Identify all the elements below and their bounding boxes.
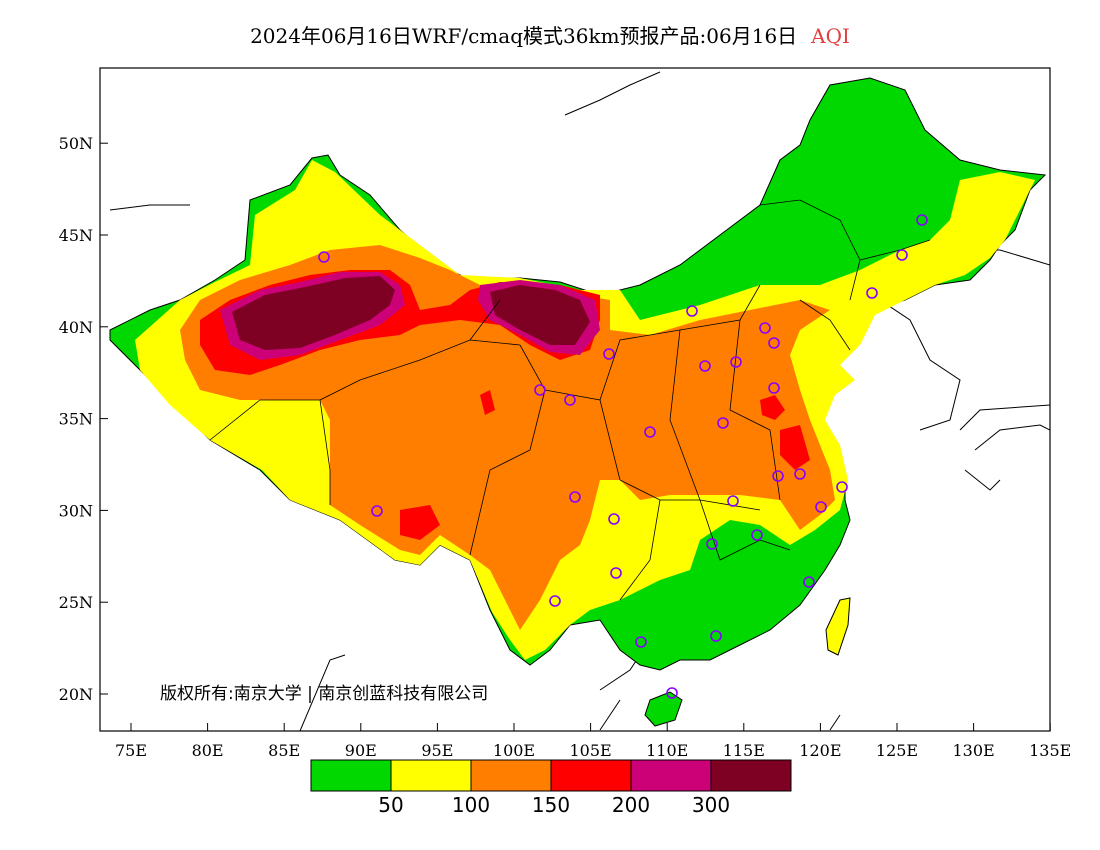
legend-label: 150 <box>532 793 570 817</box>
province-boundaries <box>209 199 931 601</box>
lon-tick-label: 120E <box>799 741 841 760</box>
lat-tick-label: 45N <box>59 226 93 245</box>
copyright-text: 版权所有:南京大学 | 南京创蓝科技有限公司 <box>160 684 489 704</box>
title-main: 2024年06月16日WRF/cmaq模式36km预报产品:06月16日 <box>250 24 798 48</box>
station-marker <box>759 322 771 334</box>
map-content <box>109 71 1050 731</box>
station-marker <box>318 251 330 263</box>
lat-tick-label: 25N <box>59 593 93 612</box>
legend-label: 100 <box>452 793 490 817</box>
taiwan <box>825 597 851 656</box>
station-marker <box>608 513 620 525</box>
station-marker <box>896 249 908 261</box>
lon-tick-label: 80E <box>192 741 224 760</box>
station-marker <box>866 287 878 299</box>
lon-tick-label: 135E <box>1029 741 1071 760</box>
map-title: 2024年06月16日WRF/cmaq模式36km预报产品:06月16日 AQI <box>0 20 1100 49</box>
legend-label: 300 <box>692 793 730 817</box>
lat-tick-label: 35N <box>59 410 93 429</box>
aqi-legend: 50 100 150 200 300 <box>310 759 792 817</box>
lon-tick-label: 100E <box>493 741 535 760</box>
legend-swatch <box>470 759 552 792</box>
station-marker <box>717 417 729 429</box>
station-marker <box>549 595 561 607</box>
station-marker <box>564 394 576 406</box>
station-marker <box>836 481 848 493</box>
map-frame <box>99 67 1051 732</box>
station-marker <box>635 636 647 648</box>
lon-tick-label: 110E <box>646 741 688 760</box>
legend-swatch <box>310 759 392 792</box>
station-marker <box>772 470 784 482</box>
station-marker <box>730 356 742 368</box>
station-marker <box>803 576 815 588</box>
station-marker <box>644 426 656 438</box>
station-marker <box>699 360 711 372</box>
station-marker <box>610 567 622 579</box>
lon-tick-label: 125E <box>876 741 918 760</box>
lon-tick-label: 75E <box>115 741 147 760</box>
station-marker <box>815 501 827 513</box>
lon-tick-label: 85E <box>268 741 300 760</box>
station-marker <box>768 382 780 394</box>
station-marker <box>916 214 928 226</box>
station-marker <box>751 529 763 541</box>
station-marker <box>603 348 615 360</box>
legend-swatch <box>630 759 712 792</box>
lon-tick-label: 130E <box>952 741 994 760</box>
station-marker <box>768 337 780 349</box>
legend-swatch <box>710 759 792 792</box>
lon-tick-label: 95E <box>421 741 453 760</box>
station-marker <box>371 505 383 517</box>
station-marker <box>666 687 678 699</box>
station-marker <box>569 491 581 503</box>
station-marker <box>534 384 546 396</box>
station-marker <box>710 630 722 642</box>
lon-tick-label: 115E <box>723 741 765 760</box>
station-marker <box>706 538 718 550</box>
lat-tick-label: 50N <box>59 134 93 153</box>
lat-tick-label: 40N <box>59 318 93 337</box>
station-marker <box>727 495 739 507</box>
lat-tick-label: 20N <box>59 685 93 704</box>
station-marker <box>686 305 698 317</box>
lon-tick-label: 90E <box>345 741 377 760</box>
region-hazardous <box>232 276 590 350</box>
hainan <box>644 691 683 727</box>
lon-axis: 75E 80E 85E 90E 95E 100E 105E 110E 115E 120E 125E 1… <box>115 723 1071 760</box>
legend-label: 200 <box>612 793 650 817</box>
lat-axis: 20N 25N 30N 35N 40N 45N 50N <box>59 134 108 704</box>
station-marker <box>794 468 806 480</box>
legend-swatch <box>390 759 472 792</box>
lon-tick-label: 105E <box>569 741 611 760</box>
region-unhealthy-east <box>400 390 810 540</box>
legend-swatch <box>550 759 632 792</box>
station-markers <box>318 214 928 699</box>
title-product: AQI <box>811 24 850 48</box>
legend-label: 50 <box>378 793 403 817</box>
lat-tick-label: 30N <box>59 501 93 520</box>
